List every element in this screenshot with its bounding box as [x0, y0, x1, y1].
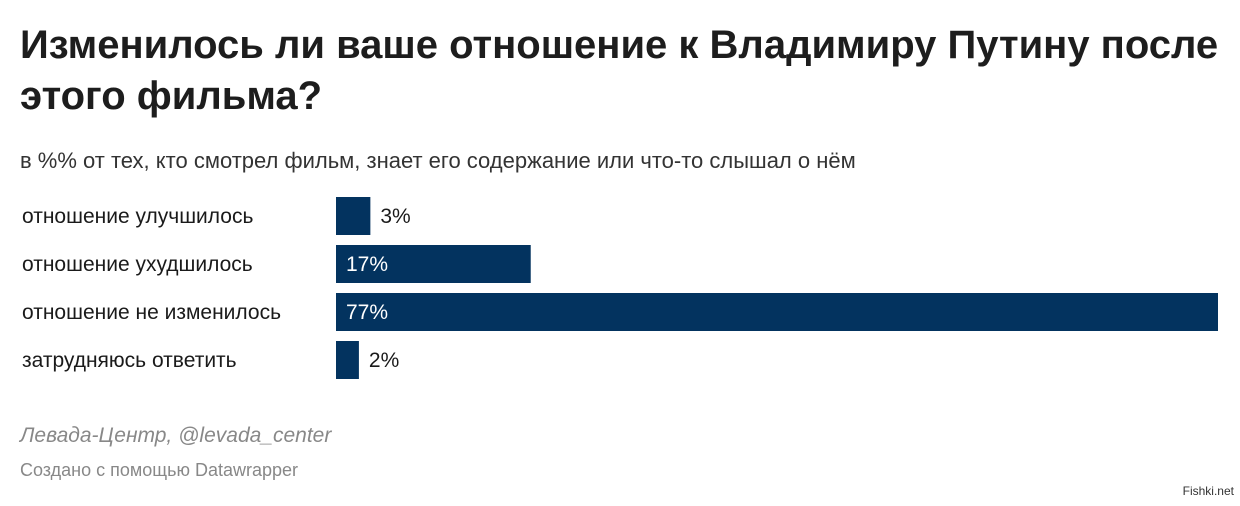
- bar: [336, 197, 371, 235]
- credit-note: Создано с помощью Datawrapper: [20, 460, 299, 480]
- chart-title: Изменилось ли ваше отношение к Владимиру…: [20, 23, 1219, 118]
- category-label: затрудняюсь ответить: [22, 349, 237, 372]
- value-label: 77%: [346, 301, 388, 324]
- bar: [336, 293, 1218, 331]
- value-label: 17%: [346, 253, 388, 276]
- bar-chart: отношение улучшилось 3% отношение ухудшило…: [22, 197, 1218, 379]
- value-label: 3%: [380, 205, 410, 228]
- watermark: Fishki.net: [1182, 484, 1234, 498]
- category-label: отношение улучшилось: [22, 205, 253, 228]
- category-label: отношение ухудшилось: [22, 253, 253, 276]
- chart-subtitle: в %% от тех, кто смотрел фильм, знает ег…: [20, 148, 856, 173]
- category-label: отношение не изменилось: [22, 301, 281, 324]
- bar: [336, 341, 359, 379]
- bar: [336, 245, 531, 283]
- value-label: 2%: [369, 349, 399, 372]
- source-note: Левада-Центр, @levada_center: [20, 424, 332, 447]
